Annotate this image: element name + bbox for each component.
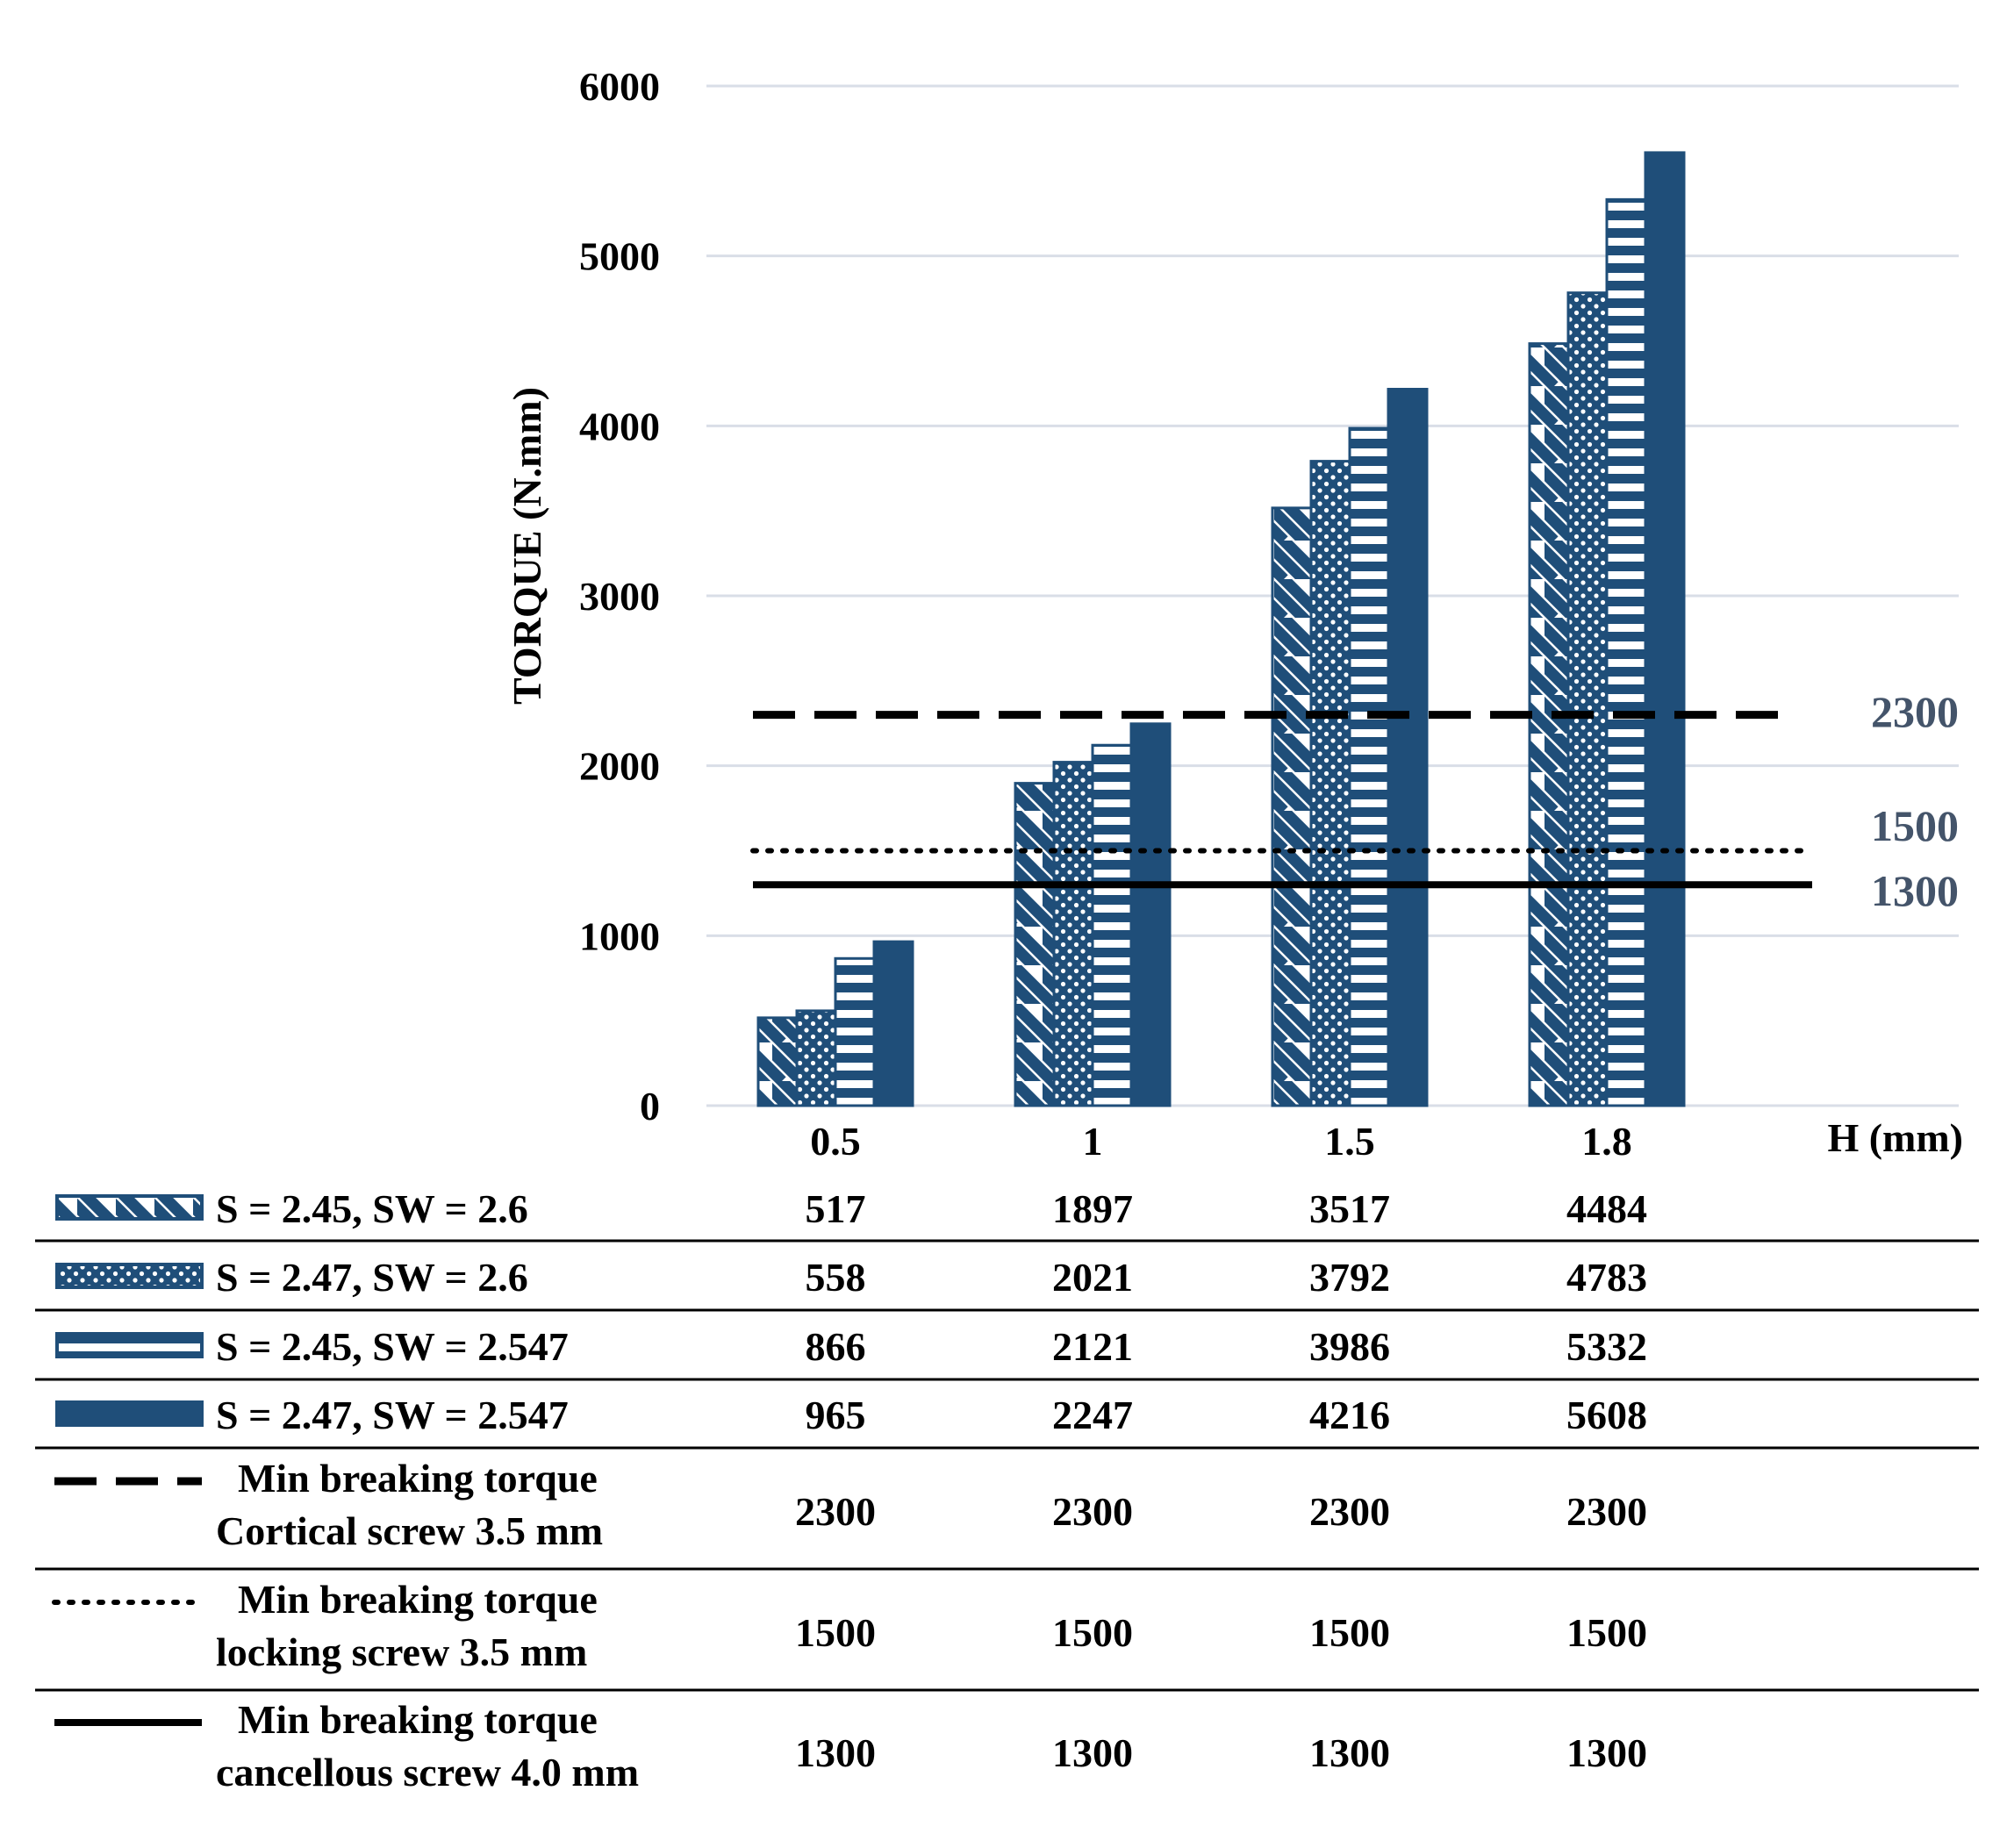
table-cell: 2021: [1052, 1255, 1133, 1300]
reference-line-label: 2300: [1871, 687, 1959, 736]
bar: [1644, 151, 1686, 1107]
y-axis-ticks: 0 1000 2000 3000 4000 5000 6000: [579, 64, 660, 1128]
x-tick-label: 0.5: [810, 1119, 861, 1164]
legend-key-solid: [55, 1400, 204, 1427]
y-tick-label: 4000: [579, 404, 660, 448]
table-cell: 4484: [1566, 1186, 1647, 1231]
bar: [834, 956, 876, 1107]
y-tick-label: 6000: [579, 64, 660, 109]
table-cell: 2300: [1566, 1489, 1647, 1534]
table-cell: 1300: [795, 1730, 876, 1775]
y-axis-title: TORQUE (N.mm): [505, 387, 549, 705]
table-cell: 1500: [795, 1610, 876, 1655]
legend-label: S = 2.45, SW = 2.6: [216, 1186, 528, 1231]
legend-label: S = 2.47, SW = 2.6: [216, 1255, 528, 1300]
legend-label: cancellous screw 4.0 mm: [216, 1750, 639, 1794]
bars: [756, 151, 1686, 1107]
legend-label: Cortical screw 3.5 mm: [216, 1508, 603, 1553]
bar: [1309, 460, 1351, 1107]
y-tick-label: 0: [640, 1084, 660, 1128]
bar: [795, 1009, 837, 1107]
legend-label: Min breaking torque: [238, 1697, 598, 1742]
legend-key-diagonal: [55, 1194, 204, 1221]
table-cell: 2121: [1052, 1324, 1133, 1369]
y-tick-label: 3000: [579, 574, 660, 619]
table-cell: 965: [806, 1393, 866, 1437]
table-cell: 1897: [1052, 1186, 1133, 1231]
legend-label: locking screw 3.5 mm: [216, 1630, 587, 1674]
reference-line-label: 1300: [1871, 866, 1959, 915]
table-cell: 1500: [1052, 1610, 1133, 1655]
bar: [1129, 722, 1172, 1107]
legend-label: S = 2.45, SW = 2.547: [216, 1324, 569, 1369]
bar: [1052, 761, 1094, 1107]
table-cell: 1300: [1052, 1730, 1133, 1775]
table-cell: 2247: [1052, 1393, 1133, 1437]
table-cell: 5332: [1566, 1324, 1647, 1369]
bar: [756, 1016, 799, 1107]
legend-label: Min breaking torque: [238, 1456, 598, 1501]
x-axis-title: H (mm): [1827, 1115, 1963, 1160]
table-cell: 4216: [1309, 1393, 1390, 1437]
table-cell: 558: [806, 1255, 866, 1300]
x-tick-label: 1.8: [1581, 1119, 1632, 1164]
legend-key-dotted: [55, 1263, 204, 1289]
table-cell: 1300: [1309, 1730, 1390, 1775]
bar: [1528, 342, 1570, 1107]
reference-lines: 2300 1500 1300: [750, 687, 1959, 915]
table-cell: 4783: [1566, 1255, 1647, 1300]
reference-line-label: 1500: [1871, 801, 1959, 850]
table-cell: 517: [806, 1186, 866, 1231]
table-cell: 3986: [1309, 1324, 1390, 1369]
bar: [1271, 506, 1313, 1107]
table-cell: 866: [806, 1324, 866, 1369]
table-cell: 3517: [1309, 1186, 1390, 1231]
table-cell: 3792: [1309, 1255, 1390, 1300]
bar: [1605, 197, 1647, 1107]
table-cell: 2300: [795, 1489, 876, 1534]
table-cell: 1500: [1309, 1610, 1390, 1655]
table-cell: 1300: [1566, 1730, 1647, 1775]
table-cell: 5608: [1566, 1393, 1647, 1437]
x-axis-ticks: 0.5 1 1.5 1.8: [810, 1119, 1632, 1164]
data-table: S = 2.45, SW = 2.6 517 1897 3517 4484 S = 2.4…: [35, 1186, 1979, 1794]
bar: [872, 940, 914, 1107]
y-tick-label: 1000: [579, 913, 660, 958]
x-tick-label: 1: [1083, 1119, 1103, 1164]
y-tick-label: 2000: [579, 744, 660, 789]
bar: [1091, 743, 1133, 1107]
bar: [1387, 388, 1429, 1107]
bar: [1348, 426, 1390, 1107]
table-cell: 2300: [1309, 1489, 1390, 1534]
table-cell: 2300: [1052, 1489, 1133, 1534]
bar: [1566, 291, 1609, 1107]
legend-label: S = 2.47, SW = 2.547: [216, 1393, 569, 1437]
y-tick-label: 5000: [579, 234, 660, 279]
x-tick-label: 1.5: [1324, 1119, 1375, 1164]
legend-label: Min breaking torque: [238, 1577, 598, 1622]
table-cell: 1500: [1566, 1610, 1647, 1655]
bar: [1014, 782, 1056, 1107]
legend-key-horizontal: [55, 1332, 204, 1358]
